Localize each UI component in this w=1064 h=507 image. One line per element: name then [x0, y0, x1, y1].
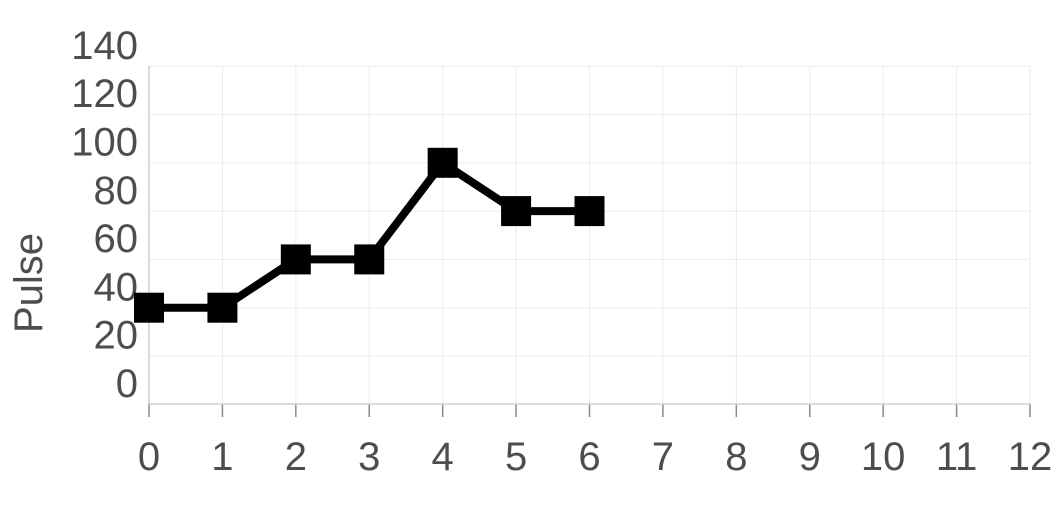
- y-tick-label: 0: [116, 362, 138, 406]
- x-tick-label: 9: [799, 435, 821, 479]
- y-tick-label: 60: [94, 217, 139, 261]
- x-tick-label: 4: [432, 435, 454, 479]
- x-tick-label: 1: [211, 435, 233, 479]
- data-point: [427, 147, 458, 178]
- x-tick-label: 8: [725, 435, 747, 479]
- x-tick-label: 7: [652, 435, 674, 479]
- x-tick-label: 2: [285, 435, 307, 479]
- x-tick-label: 10: [861, 435, 906, 479]
- series: [134, 147, 605, 323]
- x-tick-label: 5: [505, 435, 527, 479]
- data-point: [280, 244, 311, 275]
- grid: [148, 65, 1031, 404]
- x-tick-label: 3: [358, 435, 380, 479]
- x-tick-label: 6: [578, 435, 600, 479]
- y-axis-title: Pulse: [7, 233, 51, 333]
- y-tick-label: 100: [71, 121, 138, 165]
- x-tick-label: 0: [138, 435, 160, 479]
- data-point: [501, 196, 532, 227]
- data-point: [134, 292, 164, 323]
- data-point: [354, 244, 385, 275]
- x-tick-label: 12: [1008, 435, 1053, 479]
- data-point: [574, 196, 605, 227]
- y-tick-label: 20: [94, 314, 139, 358]
- data-point: [207, 292, 238, 323]
- y-tick-label: 140: [71, 24, 138, 68]
- y-tick-label: 40: [94, 265, 139, 309]
- y-tick-label: 120: [71, 72, 138, 116]
- x-tick-label: 11: [936, 435, 978, 479]
- y-tick-label: 80: [94, 169, 139, 213]
